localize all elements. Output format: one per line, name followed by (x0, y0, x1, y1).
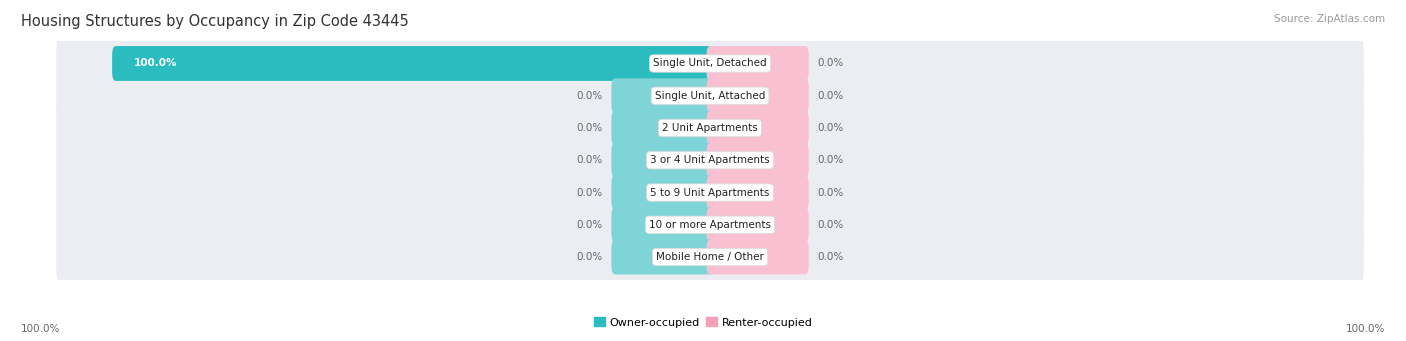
FancyBboxPatch shape (612, 207, 714, 242)
FancyBboxPatch shape (706, 207, 808, 242)
FancyBboxPatch shape (706, 78, 808, 113)
Text: 3 or 4 Unit Apartments: 3 or 4 Unit Apartments (650, 155, 770, 165)
Text: Housing Structures by Occupancy in Zip Code 43445: Housing Structures by Occupancy in Zip C… (21, 14, 409, 29)
Text: Mobile Home / Other: Mobile Home / Other (657, 252, 763, 262)
FancyBboxPatch shape (56, 100, 1364, 156)
FancyBboxPatch shape (56, 68, 1364, 123)
FancyBboxPatch shape (56, 229, 1364, 285)
FancyBboxPatch shape (612, 240, 714, 275)
Text: 0.0%: 0.0% (817, 188, 844, 197)
Text: Source: ZipAtlas.com: Source: ZipAtlas.com (1274, 14, 1385, 24)
Text: 0.0%: 0.0% (817, 123, 844, 133)
Text: 0.0%: 0.0% (576, 252, 603, 262)
FancyBboxPatch shape (706, 240, 808, 275)
FancyBboxPatch shape (56, 133, 1364, 188)
Text: 0.0%: 0.0% (576, 220, 603, 230)
Text: 2 Unit Apartments: 2 Unit Apartments (662, 123, 758, 133)
FancyBboxPatch shape (706, 46, 808, 81)
FancyBboxPatch shape (112, 46, 714, 81)
Text: 100.0%: 100.0% (134, 59, 177, 69)
Text: 0.0%: 0.0% (817, 220, 844, 230)
FancyBboxPatch shape (706, 110, 808, 145)
FancyBboxPatch shape (612, 175, 714, 210)
FancyBboxPatch shape (706, 175, 808, 210)
Text: 0.0%: 0.0% (576, 155, 603, 165)
Text: 0.0%: 0.0% (576, 188, 603, 197)
FancyBboxPatch shape (706, 143, 808, 178)
Text: Single Unit, Detached: Single Unit, Detached (654, 59, 766, 69)
FancyBboxPatch shape (56, 197, 1364, 253)
Text: 5 to 9 Unit Apartments: 5 to 9 Unit Apartments (651, 188, 769, 197)
FancyBboxPatch shape (612, 143, 714, 178)
Text: Single Unit, Attached: Single Unit, Attached (655, 91, 765, 101)
Text: 100.0%: 100.0% (1346, 324, 1385, 334)
Text: 0.0%: 0.0% (576, 91, 603, 101)
FancyBboxPatch shape (56, 165, 1364, 220)
FancyBboxPatch shape (612, 78, 714, 113)
FancyBboxPatch shape (612, 110, 714, 145)
Legend: Owner-occupied, Renter-occupied: Owner-occupied, Renter-occupied (589, 313, 817, 332)
Text: 0.0%: 0.0% (817, 59, 844, 69)
FancyBboxPatch shape (56, 36, 1364, 91)
Text: 0.0%: 0.0% (817, 252, 844, 262)
Text: 0.0%: 0.0% (576, 123, 603, 133)
Text: 100.0%: 100.0% (21, 324, 60, 334)
Text: 0.0%: 0.0% (817, 91, 844, 101)
Text: 0.0%: 0.0% (817, 155, 844, 165)
Text: 10 or more Apartments: 10 or more Apartments (650, 220, 770, 230)
